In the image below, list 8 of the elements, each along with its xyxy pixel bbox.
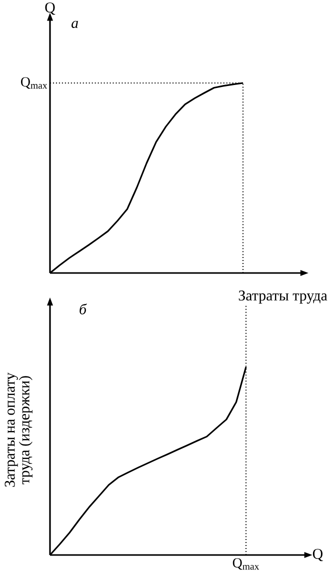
chart-title: а [72,20,78,28]
x-axis-title: Q [312,548,323,562]
text: Q$_{max}$ [232,558,260,570]
ref-line-label: Q$_{max}$ [21,77,48,89]
x-axis-title: Затраты труда [238,290,328,304]
y-axis-title: Затраты на оплату труда (издержки) [4,372,32,487]
chart-title: б [80,304,87,314]
y-axis-title: Q [45,2,56,15]
